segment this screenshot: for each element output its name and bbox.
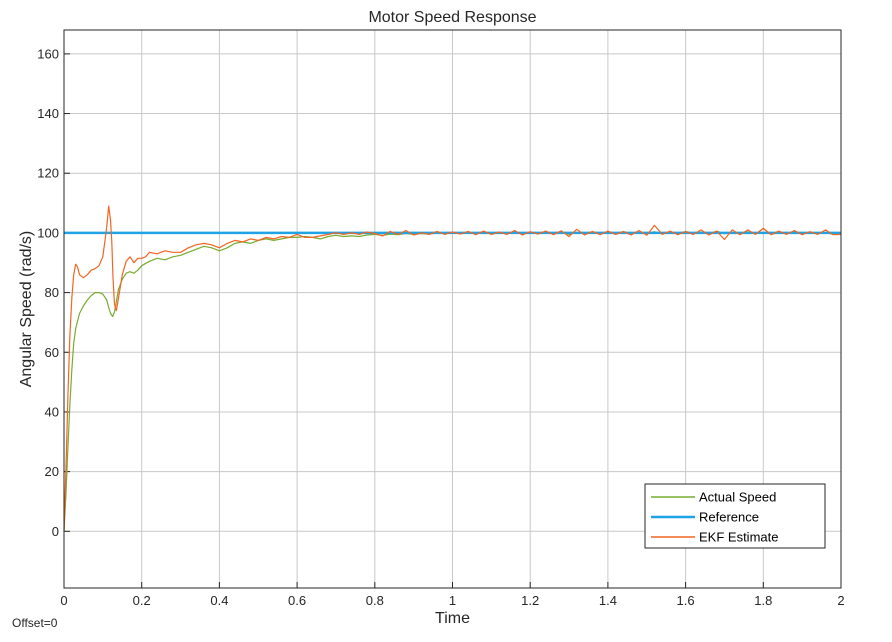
y-tick-label: 60 bbox=[45, 345, 59, 360]
y-tick-label: 80 bbox=[45, 285, 59, 300]
legend-label: EKF Estimate bbox=[699, 530, 778, 545]
x-axis-label: Time bbox=[435, 610, 470, 627]
y-tick-label: 120 bbox=[37, 166, 59, 181]
legend: Actual Speed Reference EKF Estimate bbox=[644, 483, 826, 549]
y-tick-label: 0 bbox=[52, 524, 59, 539]
x-tick-label: 0.2 bbox=[133, 593, 151, 608]
series-group bbox=[63, 205, 842, 532]
x-tick-label: 1.8 bbox=[754, 593, 772, 608]
axes-frame bbox=[63, 29, 842, 589]
y-tick-label: 140 bbox=[37, 106, 59, 121]
chart-title: Motor Speed Response bbox=[368, 9, 536, 26]
x-tick-label: 0.6 bbox=[288, 593, 306, 608]
x-tick-label: 1.4 bbox=[599, 593, 617, 608]
y-tick-label: 40 bbox=[45, 404, 59, 419]
x-tick-label: 1 bbox=[449, 593, 456, 608]
x-tick-label: 1.6 bbox=[677, 593, 695, 608]
series-line-ekf-estimate bbox=[63, 205, 842, 532]
legend-label: Actual Speed bbox=[699, 490, 776, 505]
x-ticks: 0 0.2 0.4 0.6 0.8 1 1.2 1.4 1.6 1.8 2 bbox=[60, 582, 845, 608]
y-tick-label: 160 bbox=[37, 46, 59, 61]
x-tick-label: 0 bbox=[60, 593, 67, 608]
y-tick-label: 100 bbox=[37, 225, 59, 240]
y-ticks: 0 20 40 60 80 100 120 140 160 bbox=[37, 46, 70, 539]
y-axis-label: Angular Speed (rad/s) bbox=[18, 231, 35, 388]
x-tick-label: 1.2 bbox=[521, 593, 539, 608]
x-tick-label: 2 bbox=[837, 593, 844, 608]
x-tick-label: 0.4 bbox=[210, 593, 228, 608]
offset-label: Offset=0 bbox=[12, 616, 58, 630]
legend-label: Reference bbox=[699, 510, 759, 525]
y-tick-label: 20 bbox=[45, 464, 59, 479]
x-tick-label: 0.8 bbox=[366, 593, 384, 608]
